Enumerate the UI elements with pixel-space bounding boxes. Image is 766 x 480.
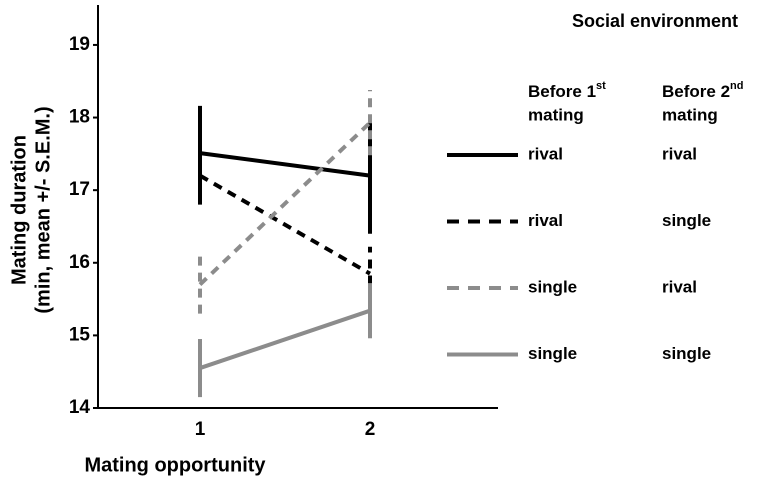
legend-column-header: Before 2nd [662,80,743,102]
legend-label: single [662,211,711,230]
header-superscript: st [596,80,606,92]
x-tick-label: 1 [195,419,206,440]
series-line [198,121,372,287]
y-tick-label: 14 [69,397,91,418]
y-tick-label: 15 [69,324,91,345]
y-axis-label: Mating duration [8,135,30,285]
y-tick-label: 19 [69,34,90,55]
legend-label: single [528,277,577,296]
legend-label: rival [528,211,563,230]
legend-label: rival [662,277,697,296]
y-axis-label: (min, mean +/- S.E.M.) [32,106,54,313]
legend-column-header: Before 1st [528,80,606,102]
header-text: Before 1 [528,82,596,101]
legend-title: Social environment [572,11,738,31]
y-tick-label: 18 [69,107,90,128]
legend-column-header: mating [528,105,584,124]
series-line [199,151,371,178]
header-text: Before 2 [662,82,730,101]
legend-label: single [528,344,577,363]
legend-label: rival [662,144,697,163]
y-tick-label: 16 [69,252,90,273]
legend-label: rival [528,144,563,163]
series-line [199,308,371,370]
x-axis-label: Mating opportunity [84,454,266,476]
x-tick-label: 2 [365,419,376,440]
y-tick-label: 17 [69,179,90,200]
legend-label: single [662,344,711,363]
legend-column-header: mating [662,105,718,124]
header-superscript: nd [730,80,743,92]
series-line [199,173,371,276]
